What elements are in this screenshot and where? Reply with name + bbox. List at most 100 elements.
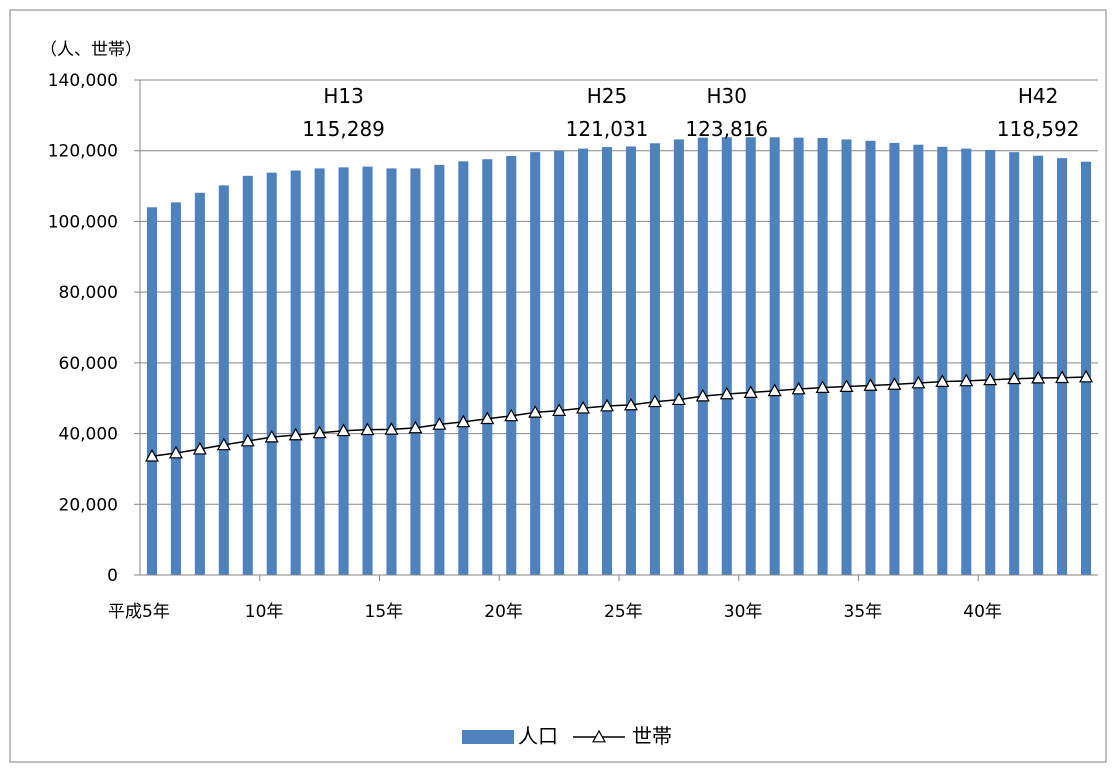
population-bar	[506, 156, 517, 575]
x-tick-label: 40年	[963, 602, 1002, 622]
population-bar	[434, 164, 445, 575]
population-bar	[769, 137, 780, 575]
y-tick-label: 20,000	[59, 495, 118, 515]
y-tick-label: 140,000	[48, 71, 118, 91]
population-bar	[1009, 152, 1020, 575]
x-tick-label: 平成5年	[108, 602, 170, 622]
population-bar	[554, 150, 565, 575]
population-bar	[745, 137, 756, 575]
annotation-label: H13	[323, 84, 364, 108]
households-marker	[1031, 370, 1046, 384]
households-marker	[959, 373, 974, 387]
households-marker	[288, 427, 303, 441]
legend-swatch-population	[462, 730, 514, 744]
x-tick-label: 25年	[604, 602, 643, 622]
population-bar	[841, 139, 852, 575]
population-bar	[146, 207, 158, 576]
households-marker	[767, 383, 782, 397]
population-bar	[458, 161, 469, 576]
households-marker	[312, 425, 327, 439]
y-tick-label: 60,000	[59, 354, 118, 374]
households-marker	[983, 372, 998, 386]
population-bar	[649, 143, 660, 575]
population-bar	[218, 185, 229, 575]
households-marker	[576, 400, 591, 414]
population-bar	[386, 168, 397, 575]
y-unit-label: （人、世帯）	[40, 40, 142, 60]
population-bar	[242, 175, 253, 575]
annotation-value: 118,592	[997, 117, 1080, 141]
annotation-label: H42	[1018, 84, 1059, 108]
households-polyline	[151, 376, 1087, 457]
population-bar	[362, 166, 373, 575]
population-bar	[625, 146, 637, 575]
population-bar	[865, 140, 876, 576]
population-bar	[913, 144, 924, 576]
households-marker	[168, 445, 183, 459]
population-bar	[1033, 155, 1044, 575]
households-marker	[863, 378, 878, 391]
population-bar	[889, 142, 900, 575]
households-marker	[839, 379, 854, 392]
households-marker	[528, 405, 543, 418]
households-marker	[647, 394, 662, 408]
y-tick-label: 40,000	[59, 425, 118, 445]
annotation-value: 123,816	[685, 117, 768, 141]
population-bar	[338, 167, 349, 575]
x-tick-label: 30年	[724, 602, 763, 622]
legend: 人口 世帯	[462, 724, 672, 748]
x-tick-label: 35年	[844, 602, 883, 622]
households-marker	[480, 411, 495, 425]
population-bar	[817, 137, 828, 575]
x-tick-label: 10年	[245, 602, 284, 622]
households-marker	[1055, 370, 1070, 384]
x-tick-label: 20年	[484, 602, 523, 622]
population-bar	[673, 139, 684, 575]
households-marker	[384, 422, 399, 435]
households-marker	[552, 403, 567, 416]
households-marker	[216, 437, 231, 451]
households-marker	[600, 398, 615, 412]
households-marker	[408, 420, 423, 434]
population-bar	[530, 152, 541, 575]
population-bar	[937, 146, 948, 575]
y-tick-label: 100,000	[48, 212, 118, 232]
households-marker	[743, 385, 758, 398]
households-marker	[695, 388, 710, 402]
population-bar	[1057, 158, 1068, 575]
households-marker	[432, 417, 447, 430]
annotation-label: H30	[707, 84, 748, 108]
x-tick-label: 15年	[365, 602, 404, 622]
y-tick-label: 80,000	[59, 283, 118, 303]
households-marker	[456, 414, 471, 428]
households-marker	[144, 448, 159, 462]
population-bar	[170, 202, 181, 576]
households-marker	[623, 397, 638, 411]
households-marker	[360, 422, 375, 436]
households-marker	[1007, 371, 1022, 385]
households-marker	[240, 433, 255, 447]
population-bar	[1080, 161, 1092, 576]
annotation-value: 121,031	[566, 117, 649, 141]
households-marker	[719, 386, 734, 400]
households-marker	[887, 377, 902, 390]
population-bar	[314, 168, 325, 575]
households-marker	[192, 441, 207, 455]
population-bar	[482, 159, 493, 575]
population-bar	[194, 192, 205, 575]
population-bar	[793, 137, 804, 575]
y-tick-label: 0	[107, 566, 118, 586]
population-bars	[146, 137, 1092, 576]
y-tick-label: 120,000	[48, 142, 118, 162]
population-bar	[266, 172, 277, 575]
households-marker	[935, 374, 950, 387]
legend-label-population: 人口	[518, 724, 558, 748]
population-bar	[721, 137, 732, 576]
population-bar	[985, 150, 996, 575]
population-bar	[578, 148, 589, 576]
households-marker	[911, 375, 926, 389]
households-marker	[336, 423, 351, 437]
legend-swatch-households-marker	[591, 729, 607, 743]
